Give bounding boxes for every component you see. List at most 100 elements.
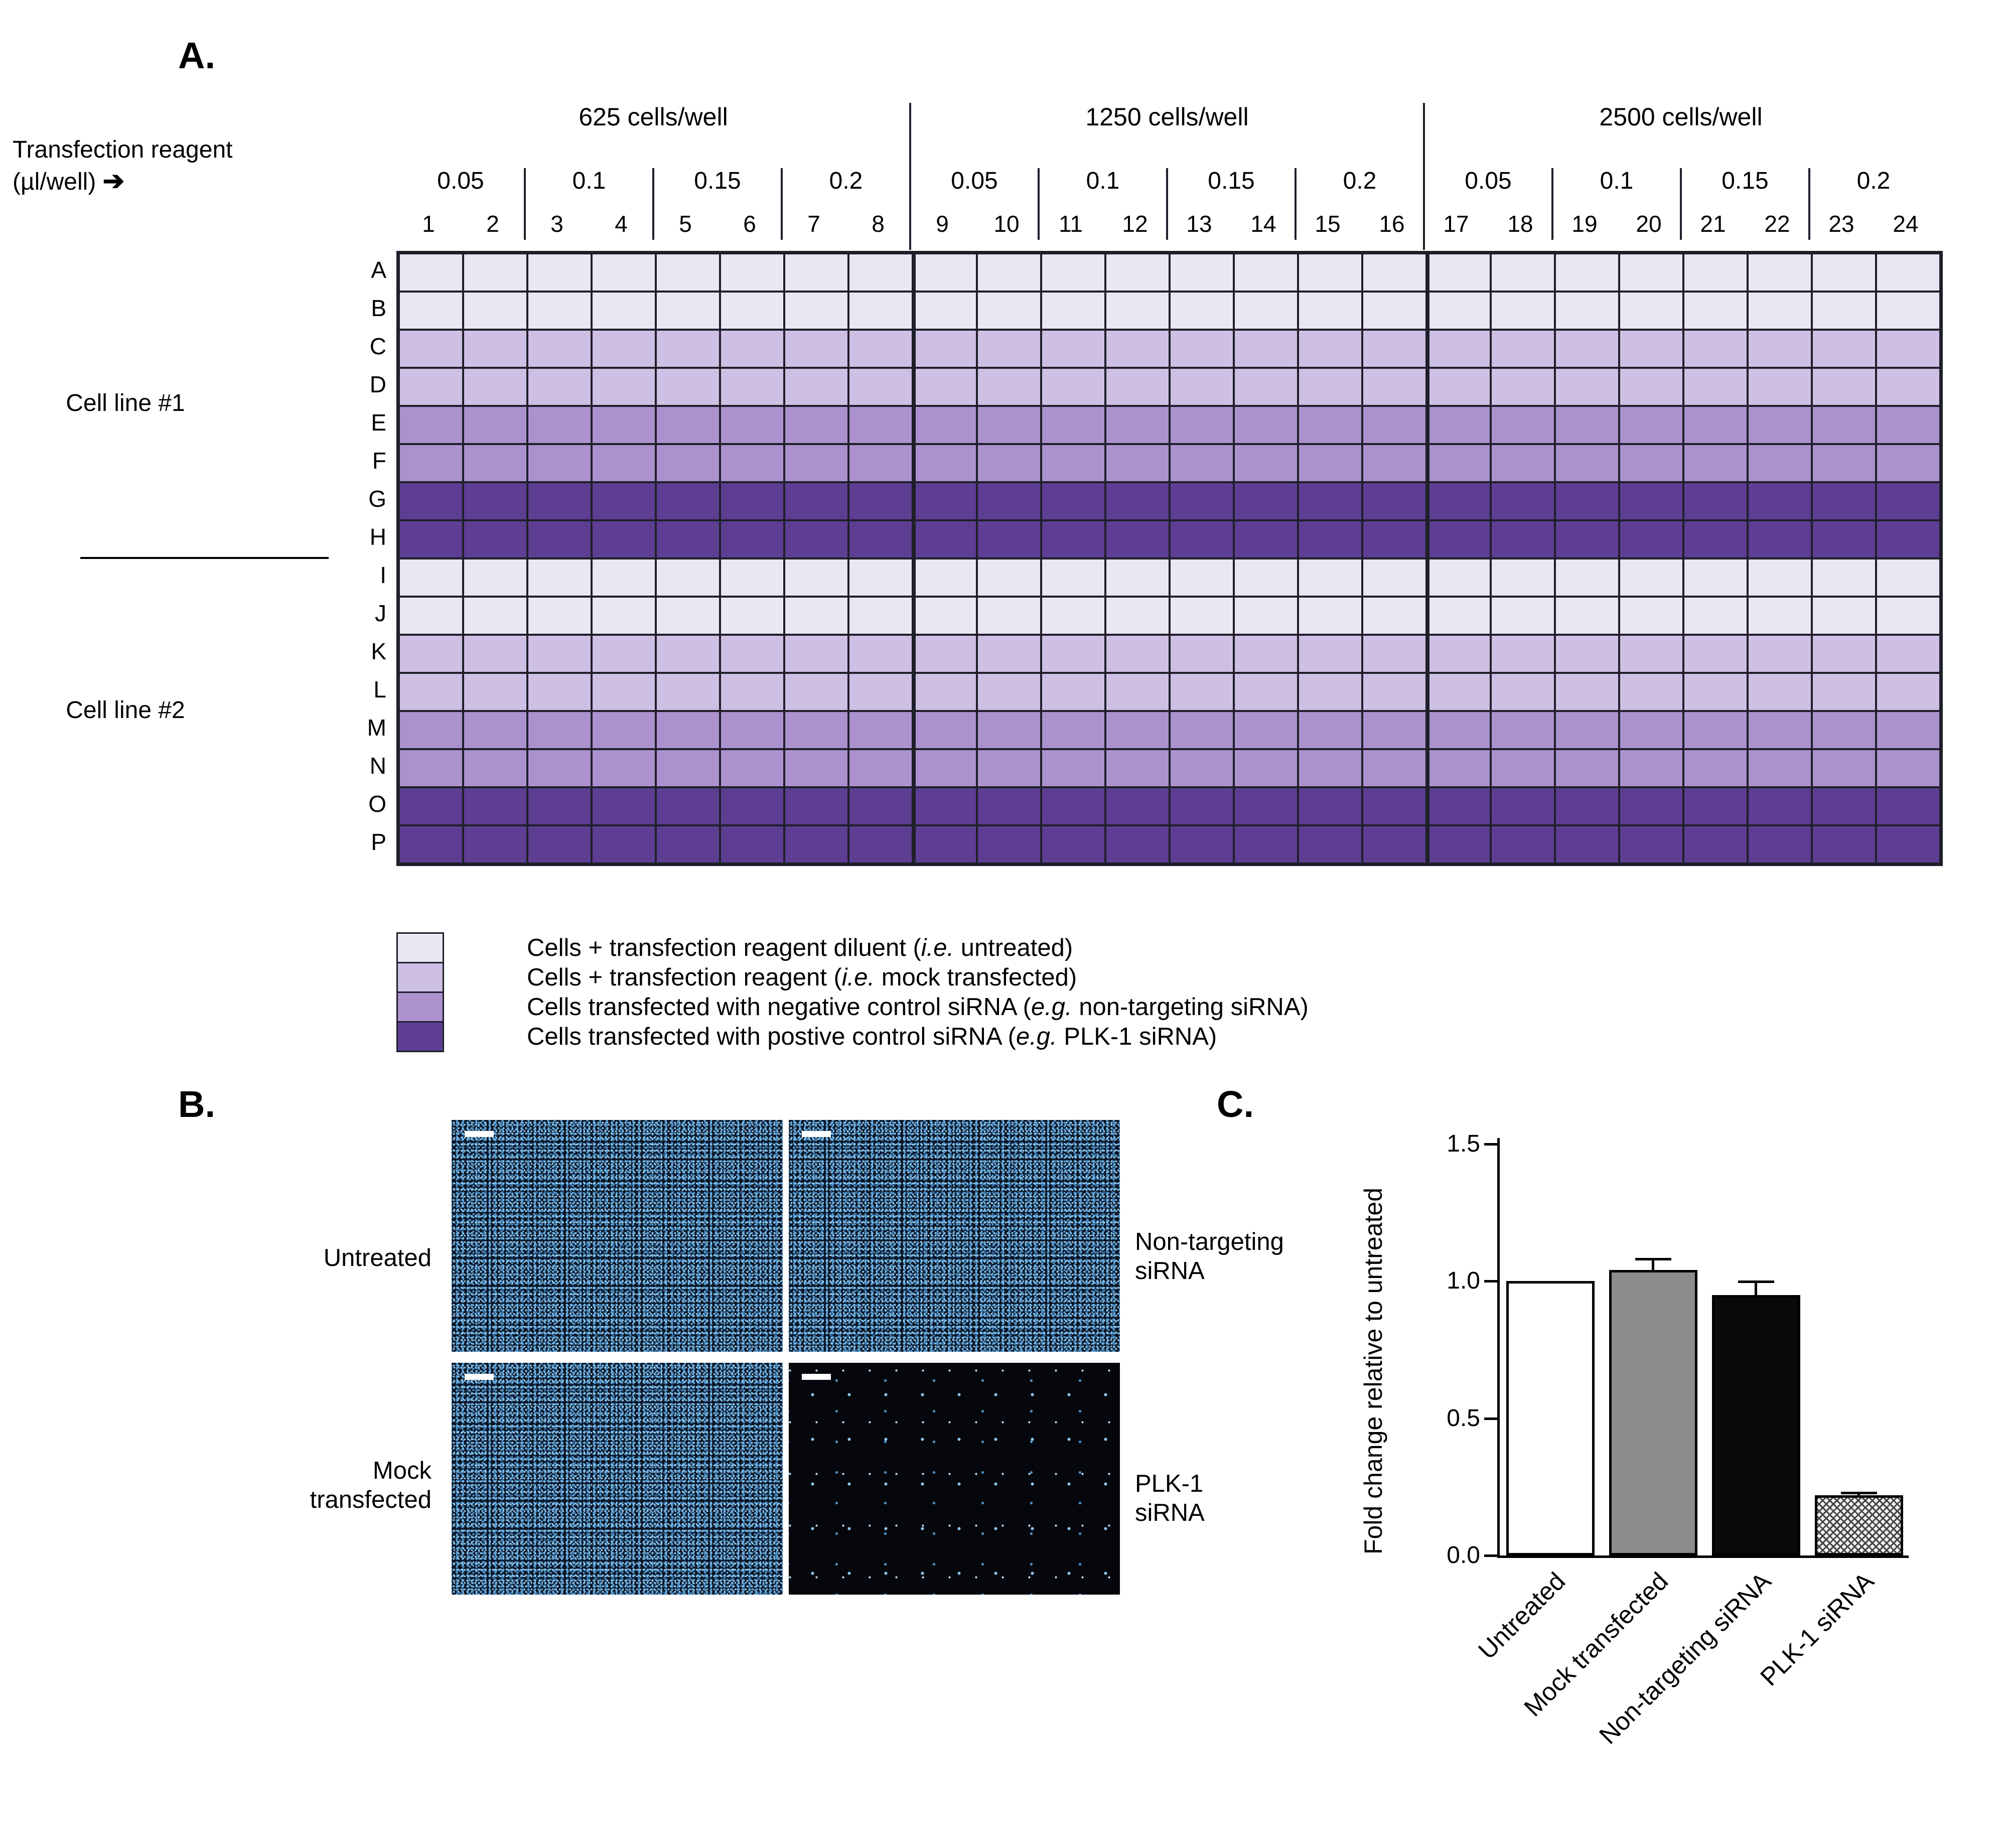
well-N23 [1812,749,1876,787]
well-F8 [848,444,913,482]
well-C19 [1555,330,1619,368]
cell-density-header: 625 cells/well [579,103,728,131]
well-M8 [848,711,913,749]
well-G22 [1748,482,1812,520]
well-E11 [1041,406,1105,444]
well-I20 [1619,558,1683,597]
well-C22 [1748,330,1812,368]
legend-text-part: i.e. [841,964,875,991]
plate-row-B [399,292,1940,330]
row-letter: P [371,829,386,855]
column-number: 23 [1828,211,1854,237]
row-letter: M [367,715,386,741]
well-G16 [1362,482,1426,520]
well-C16 [1362,330,1426,368]
reagent-volume-label: 0.05 [437,168,484,194]
well-A11 [1041,253,1105,292]
well-E3 [527,406,592,444]
well-G11 [1041,482,1105,520]
legend-text-part: e.g. [1016,1023,1057,1050]
well-C5 [656,330,720,368]
well-N10 [977,749,1041,787]
well-F21 [1683,444,1748,482]
well-K6 [720,635,784,673]
cell-line-divider [80,557,329,559]
well-A5 [656,253,720,292]
well-J22 [1748,597,1812,635]
well-N1 [399,749,463,787]
well-P21 [1683,825,1748,864]
well-K14 [1234,635,1298,673]
well-L17 [1426,673,1491,711]
well-M16 [1362,711,1426,749]
well-H4 [592,520,656,558]
well-G15 [1298,482,1362,520]
well-A18 [1491,253,1555,292]
well-D8 [848,368,913,406]
well-J5 [656,597,720,635]
well-E24 [1876,406,1940,444]
plate-row-O [399,787,1940,825]
well-L5 [656,673,720,711]
well-P22 [1748,825,1812,864]
well-N15 [1298,749,1362,787]
bar-untreated [1506,1281,1595,1555]
well-G8 [848,482,913,520]
column-number: 13 [1186,211,1212,237]
well-O11 [1041,787,1105,825]
well-O23 [1812,787,1876,825]
well-J3 [527,597,592,635]
legend-text-part: i.e. [921,934,954,961]
well-O13 [1170,787,1234,825]
well-E4 [592,406,656,444]
well-F15 [1298,444,1362,482]
well-P17 [1426,825,1491,864]
error-bar-cap [1738,1281,1774,1283]
reagent-volume-label: 0.2 [829,168,863,194]
well-I6 [720,558,784,597]
well-C13 [1170,330,1234,368]
well-O14 [1234,787,1298,825]
well-A2 [463,253,527,292]
well-B19 [1555,292,1619,330]
well-D15 [1298,368,1362,406]
well-E2 [463,406,527,444]
well-M10 [977,711,1041,749]
well-O6 [720,787,784,825]
column-number: 18 [1507,211,1533,237]
well-B16 [1362,292,1426,330]
well-F11 [1041,444,1105,482]
well-J23 [1812,597,1876,635]
row-letter: N [369,753,386,779]
well-K24 [1876,635,1940,673]
cell-density-header-row: 625 cells/well 1250 cells/well 2500 cells/… [396,101,1938,132]
well-C15 [1298,330,1362,368]
well-C8 [848,330,913,368]
reagent-volume-separator [1166,168,1168,240]
reagent-volume-row: 0.05 0.1 0.15 0.2 0.05 0.1 0.15 0.2 0.05 0.1 0.15 0… [396,167,1938,196]
well-K9 [913,635,977,673]
well-N20 [1619,749,1683,787]
well-E10 [977,406,1041,444]
well-G5 [656,482,720,520]
micrograph-image-mock-transfected [452,1363,783,1595]
well-D18 [1491,368,1555,406]
y-axis-title: Fold change relative to untreated [1359,1187,1387,1555]
well-K16 [1362,635,1426,673]
well-N21 [1683,749,1748,787]
legend-swatch-positive_control [396,1021,444,1052]
label-line: siRNA [1135,1499,1205,1526]
well-N16 [1362,749,1426,787]
well-D24 [1876,368,1940,406]
well-K10 [977,635,1041,673]
well-E9 [913,406,977,444]
reagent-volume-separator [1808,168,1810,240]
scale-bar [802,1131,831,1137]
well-L24 [1876,673,1940,711]
well-F5 [656,444,720,482]
well-F9 [913,444,977,482]
well-J10 [977,597,1041,635]
panel-c-label: C. [1217,1083,1254,1125]
well-A23 [1812,253,1876,292]
